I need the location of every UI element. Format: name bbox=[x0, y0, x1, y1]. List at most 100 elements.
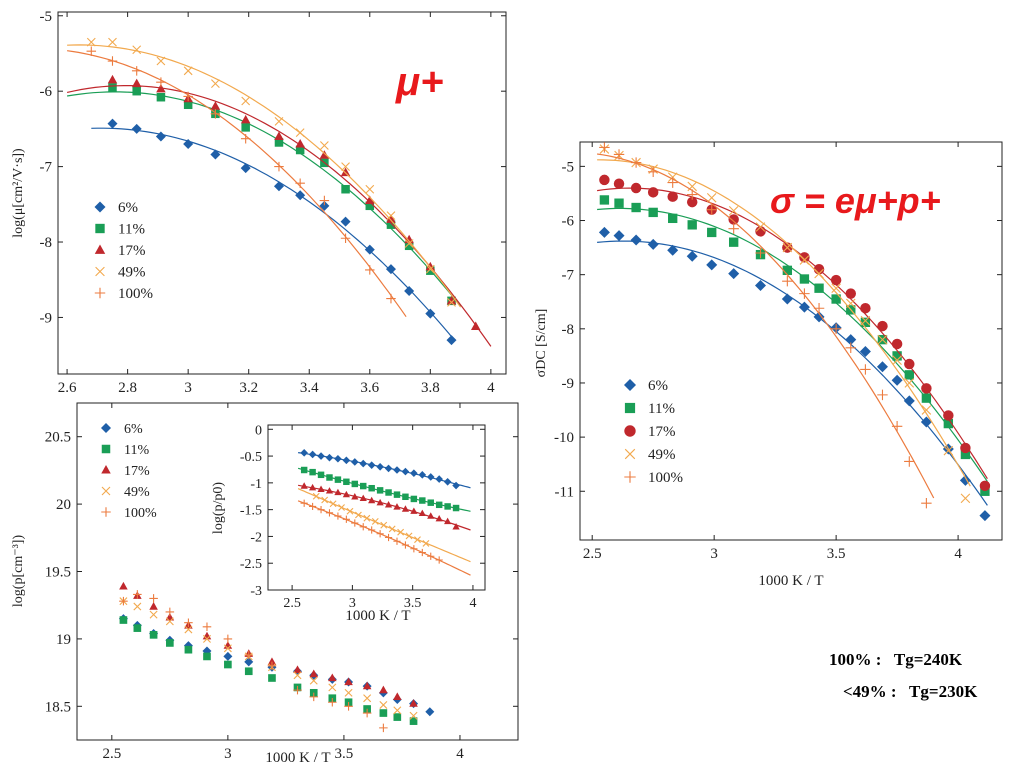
data-point bbox=[321, 496, 329, 504]
data-point bbox=[132, 86, 141, 96]
mobility-plot-area bbox=[66, 37, 492, 347]
data-point bbox=[405, 532, 413, 540]
data-point bbox=[386, 214, 396, 223]
data-point bbox=[393, 491, 401, 498]
y-tick-label: 18.5 bbox=[45, 699, 71, 715]
data-point bbox=[371, 518, 379, 525]
legend-marker bbox=[624, 425, 636, 437]
data-point bbox=[920, 416, 932, 428]
data-point bbox=[338, 504, 345, 511]
data-point bbox=[877, 320, 888, 332]
conductivity-series-100pct bbox=[597, 142, 935, 509]
data-point bbox=[184, 618, 193, 627]
data-point bbox=[613, 149, 625, 160]
data-point bbox=[202, 622, 212, 632]
data-point bbox=[943, 418, 954, 429]
data-point bbox=[156, 92, 166, 102]
data-point bbox=[309, 692, 319, 702]
data-point bbox=[686, 196, 698, 208]
data-point bbox=[149, 610, 158, 619]
data-point bbox=[368, 526, 376, 534]
data-point bbox=[365, 201, 375, 211]
data-point bbox=[728, 223, 739, 234]
data-point bbox=[755, 226, 766, 237]
mobility-series-49pct bbox=[67, 37, 462, 308]
data-point bbox=[470, 321, 481, 330]
data-point bbox=[686, 189, 698, 200]
legend-label: 49% bbox=[118, 265, 146, 281]
data-point bbox=[241, 123, 250, 132]
data-point bbox=[418, 471, 427, 479]
data-point bbox=[393, 692, 402, 701]
data-point bbox=[892, 355, 902, 366]
data-point bbox=[891, 338, 903, 350]
data-point bbox=[444, 517, 452, 525]
data-point bbox=[410, 469, 418, 478]
data-point bbox=[860, 303, 871, 314]
data-point bbox=[782, 242, 793, 253]
data-point bbox=[409, 717, 418, 725]
data-point bbox=[183, 66, 193, 76]
data-point bbox=[300, 449, 308, 457]
data-point bbox=[386, 211, 396, 221]
data-point bbox=[165, 617, 174, 626]
conductivity-series-17pct bbox=[597, 174, 991, 492]
data-point bbox=[443, 477, 452, 486]
data-point bbox=[108, 83, 117, 92]
data-point bbox=[706, 204, 717, 215]
data-point bbox=[108, 37, 117, 47]
data-point bbox=[386, 220, 396, 229]
x-tick-label: 3.6 bbox=[360, 380, 379, 396]
data-point bbox=[921, 497, 932, 509]
data-point bbox=[755, 247, 766, 259]
legend-marker bbox=[101, 444, 111, 454]
data-point bbox=[427, 499, 434, 506]
y-tick-label: -9 bbox=[40, 310, 53, 326]
data-point bbox=[706, 192, 717, 203]
data-point bbox=[244, 657, 254, 667]
data-point bbox=[614, 198, 624, 208]
data-point bbox=[830, 274, 842, 286]
chart-title: μ+ bbox=[395, 60, 443, 104]
data-point bbox=[860, 315, 871, 326]
data-point bbox=[376, 487, 384, 494]
data-point bbox=[86, 37, 96, 47]
data-point bbox=[630, 234, 642, 246]
data-point bbox=[904, 456, 915, 467]
data-point bbox=[149, 602, 158, 610]
data-point bbox=[300, 466, 308, 474]
data-point bbox=[334, 454, 342, 463]
y-tick-label: -2.5 bbox=[240, 557, 262, 572]
data-point bbox=[667, 177, 678, 188]
legend-marker bbox=[94, 201, 106, 213]
data-point bbox=[223, 634, 233, 644]
data-point bbox=[368, 484, 375, 492]
data-point bbox=[384, 501, 393, 508]
y-tick-label: -8 bbox=[562, 322, 575, 338]
data-point bbox=[979, 510, 991, 522]
data-point bbox=[960, 493, 971, 504]
legend-marker bbox=[95, 266, 105, 277]
data-point bbox=[707, 227, 717, 238]
data-point bbox=[799, 274, 810, 284]
density-inset-series-17pct bbox=[297, 482, 471, 531]
data-point bbox=[325, 487, 334, 494]
data-point bbox=[687, 220, 697, 230]
x-tick-label: 4 bbox=[469, 596, 476, 611]
y-tick-label: -6 bbox=[40, 84, 53, 100]
legend-label: 17% bbox=[648, 424, 676, 440]
density-inset-series-49pct bbox=[297, 488, 471, 563]
density-plot-area bbox=[118, 581, 435, 733]
x-tick-label: 3.5 bbox=[827, 546, 846, 562]
data-point bbox=[426, 266, 435, 275]
data-point bbox=[831, 283, 841, 293]
legend-label: 11% bbox=[124, 443, 149, 458]
data-point bbox=[729, 237, 739, 247]
data-point bbox=[943, 410, 954, 421]
data-point bbox=[149, 631, 158, 639]
y-tick-label: -1 bbox=[250, 477, 262, 492]
data-point bbox=[425, 261, 436, 271]
fit-curve bbox=[597, 159, 971, 487]
data-point bbox=[131, 78, 142, 88]
data-point bbox=[244, 667, 253, 676]
